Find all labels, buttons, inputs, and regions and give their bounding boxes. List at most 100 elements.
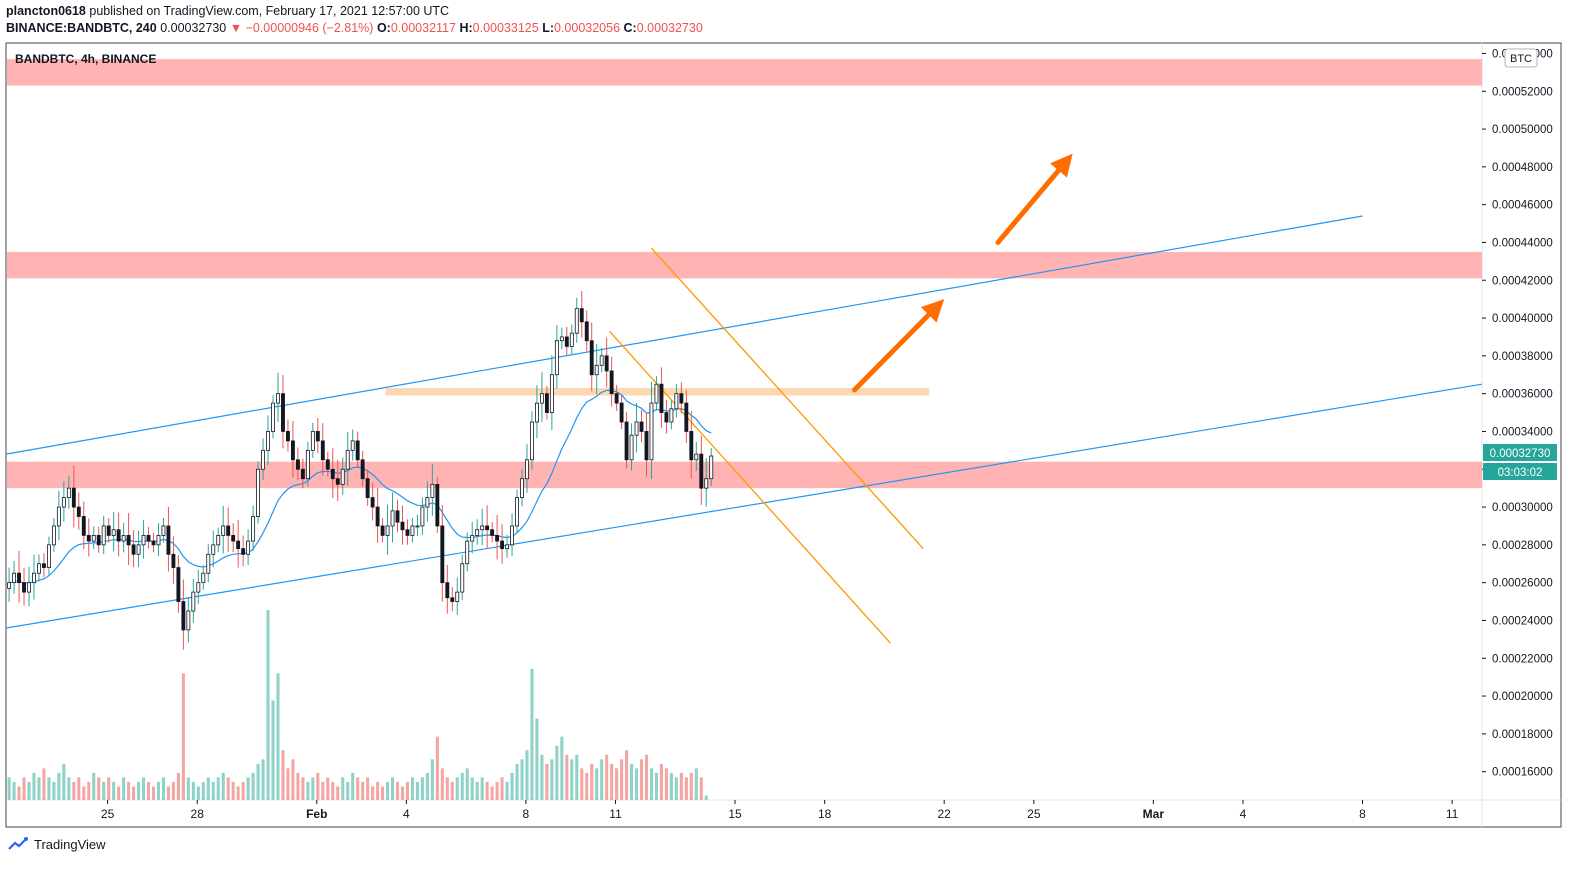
- volume-bar: [22, 777, 26, 800]
- volume-bar: [659, 763, 663, 800]
- candle-body: [375, 506, 380, 527]
- volume-bar: [445, 777, 449, 800]
- volume-bar: [32, 772, 36, 800]
- volume-bar: [117, 786, 121, 800]
- x-tick-label: Feb: [306, 807, 327, 821]
- volume-bar: [181, 673, 185, 800]
- candle-body: [286, 431, 290, 442]
- candle-body: [505, 544, 510, 550]
- channel-upper-line: [5, 215, 1363, 455]
- candle-body: [315, 431, 320, 442]
- open-label: O:: [376, 21, 391, 35]
- volume-bar: [321, 781, 325, 800]
- x-tick-label: Mar: [1143, 807, 1165, 821]
- y-tick-label: 0.00040000: [1492, 313, 1553, 325]
- symbol-line: BINANCE:BANDBTC, 240 0.00032730 ▼ −0.000…: [6, 21, 703, 35]
- volume-bar: [261, 759, 265, 800]
- volume-bar: [301, 777, 305, 800]
- symbol-label[interactable]: BINANCE:BANDBTC, 240: [6, 21, 157, 35]
- volume-bar: [435, 736, 439, 800]
- x-tick-label: 11: [609, 807, 622, 821]
- time-axis[interactable]: 25 28 Feb 4 8 11 15 18 22 25 Mar 4 8 11: [101, 800, 1459, 821]
- zone-support-2: [7, 461, 1482, 489]
- volume-bar: [699, 777, 703, 800]
- volume-bar: [231, 781, 235, 800]
- volume-bar: [316, 772, 320, 800]
- candle-body: [71, 487, 76, 508]
- candle-body: [350, 440, 355, 451]
- candle-body: [17, 572, 21, 584]
- candle-body: [191, 591, 196, 612]
- volume-bar: [654, 772, 658, 800]
- arrow-up-small-head: [920, 299, 945, 323]
- candles-layer: [7, 291, 714, 650]
- chart-legend: BANDBTC, 4h, BINANCE: [15, 52, 156, 66]
- volume-bar: [615, 768, 619, 800]
- candle-body: [56, 506, 61, 527]
- candle-body: [266, 431, 270, 451]
- candle-body: [440, 525, 445, 584]
- x-tick-label: 15: [728, 807, 742, 821]
- candle-body: [649, 402, 654, 461]
- volume-bar: [161, 777, 166, 800]
- flag-upper-line: [650, 247, 924, 550]
- volume-bar: [201, 781, 205, 800]
- volume-bar: [276, 673, 280, 800]
- volume-bar: [241, 781, 245, 800]
- volume-bar: [550, 759, 554, 800]
- candle-body: [415, 525, 420, 528]
- volume-bar: [400, 786, 405, 800]
- volume-bar: [17, 786, 21, 800]
- y-tick-label: 0.00022000: [1492, 653, 1553, 665]
- volume-bar: [351, 772, 355, 800]
- candle-body: [549, 374, 554, 413]
- volume-bar: [595, 768, 599, 800]
- candle-body: [161, 525, 166, 536]
- volume-bar: [570, 759, 574, 800]
- author-name[interactable]: plancton0618: [6, 4, 86, 18]
- volume-bar: [510, 772, 514, 800]
- candle-body: [12, 572, 17, 584]
- currency-badge-box[interactable]: [1504, 48, 1538, 68]
- candle-body: [46, 544, 51, 568]
- candle-body: [66, 487, 71, 498]
- volume-bar: [465, 768, 469, 800]
- y-tick-label: 0.00044000: [1492, 237, 1553, 249]
- candle-body: [380, 525, 385, 536]
- candle-body: [226, 525, 231, 536]
- candle-body: [300, 468, 305, 480]
- candle-body: [525, 459, 529, 480]
- volume-bar: [410, 777, 414, 800]
- candle-body: [539, 393, 544, 404]
- candle-body: [290, 440, 295, 461]
- candle-body: [664, 412, 669, 423]
- y-tick-label: 0.00048000: [1492, 162, 1553, 174]
- x-tick-label: 22: [938, 807, 952, 821]
- countdown-tag: 03:03:02: [1498, 467, 1543, 479]
- volume-bar: [500, 777, 504, 800]
- candle-body: [101, 525, 106, 546]
- candle-body: [106, 525, 111, 536]
- volume-bar: [425, 772, 429, 800]
- volume-bar: [684, 777, 688, 800]
- volume-bar: [679, 772, 683, 800]
- candle-body: [236, 540, 241, 550]
- candle-body: [644, 431, 649, 461]
- low-value: 0.00032056: [554, 21, 621, 35]
- candle-body: [171, 553, 176, 568]
- candle-body: [460, 563, 465, 593]
- volume-bar: [585, 772, 589, 800]
- volume-bar: [271, 700, 275, 800]
- candle-body: [574, 308, 579, 334]
- close-value: 0.00032730: [636, 21, 703, 35]
- candle-body: [629, 434, 634, 461]
- price-axis[interactable]: 0.000540000.000520000.000500000.00048000…: [1482, 48, 1553, 779]
- y-tick-label: 0.00020000: [1492, 691, 1553, 703]
- x-tick-label: 4: [403, 807, 410, 821]
- volume-bar: [485, 781, 489, 800]
- candle-body: [689, 431, 694, 461]
- candle-body: [480, 525, 485, 531]
- candle-body: [340, 468, 345, 485]
- tradingview-footer[interactable]: TradingView: [8, 836, 106, 852]
